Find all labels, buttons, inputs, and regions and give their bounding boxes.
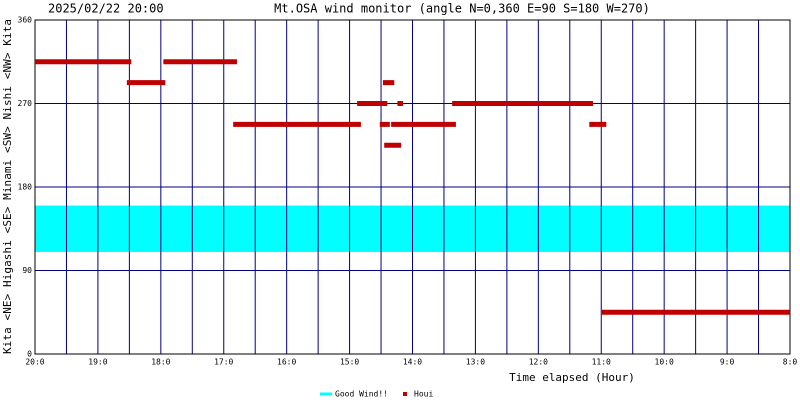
wind-segment xyxy=(601,309,790,315)
x-tick-label: 8:0 xyxy=(783,358,798,367)
wind-segment xyxy=(163,59,237,65)
y-tick-label: 0 xyxy=(27,350,32,359)
x-tick-label: 17:0 xyxy=(214,358,233,367)
wind-segment xyxy=(589,121,607,127)
legend-label: Good Wind!! xyxy=(335,390,388,399)
plot-border xyxy=(34,19,791,355)
x-tick-label: 13:0 xyxy=(466,358,485,367)
x-tick-label: 9:0 xyxy=(720,358,735,367)
timestamp: 2025/02/22 20:00 xyxy=(48,2,164,16)
y-tick-label: 270 xyxy=(18,99,33,108)
y-tick-label: 360 xyxy=(18,16,33,25)
wind-segment xyxy=(452,101,594,106)
wind-segment xyxy=(397,101,404,106)
x-tick-label: 14:0 xyxy=(403,358,422,367)
y-tick-label: 180 xyxy=(18,183,33,192)
legend-swatch xyxy=(403,392,407,396)
wind-segment xyxy=(35,59,132,65)
y-axis-label: Kita <NE> Higashi <SE> Minami <SW> Nishi… xyxy=(1,19,14,354)
x-tick-label: 11:0 xyxy=(592,358,611,367)
wind-segment xyxy=(357,101,388,106)
x-tick-label: 10:0 xyxy=(655,358,674,367)
legend-label: Houi xyxy=(414,390,433,399)
x-tick-label: 15:0 xyxy=(340,358,359,367)
x-tick-label: 20:0 xyxy=(25,358,44,367)
x-tick-label: 18:0 xyxy=(151,358,170,367)
wind-segment xyxy=(233,121,361,127)
y-tick-label: 90 xyxy=(22,266,32,275)
wind-segment xyxy=(126,80,166,86)
chart-title: Mt.OSA wind monitor (angle N=0,360 E=90 … xyxy=(274,2,650,16)
wind-segment xyxy=(382,80,395,86)
x-axis-label: Time elapsed (Hour) xyxy=(509,371,635,384)
wind-segment xyxy=(379,121,390,127)
x-tick-label: 19:0 xyxy=(88,358,107,367)
wind-segment xyxy=(391,121,456,127)
x-tick-label: 16:0 xyxy=(277,358,296,367)
x-tick-label: 12:0 xyxy=(529,358,548,367)
wind-segment xyxy=(384,142,402,148)
